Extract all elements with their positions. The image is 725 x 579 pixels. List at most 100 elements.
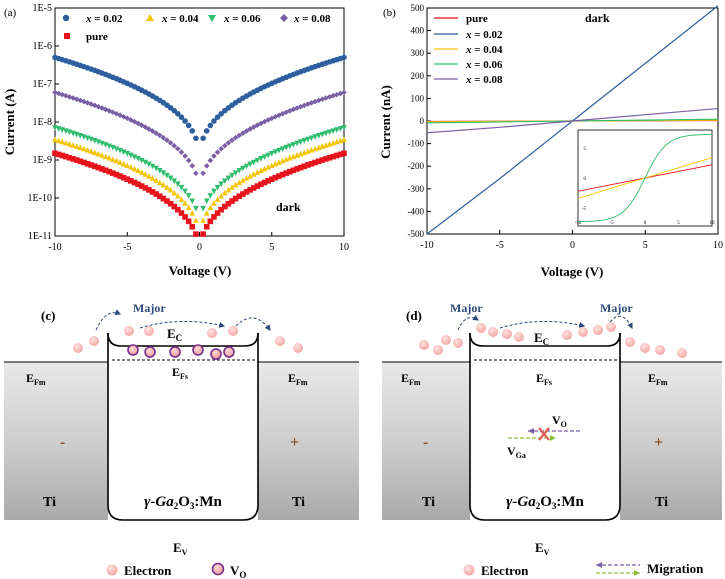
electron [144,326,154,336]
panel-a-x-label: Voltage (V) [169,263,232,278]
data-point [153,191,159,197]
data-point [153,130,159,136]
legend-electron-label: Electron [481,563,529,578]
data-point [120,174,127,181]
data-point [149,163,156,170]
data-point [229,184,235,190]
electrons-group [419,322,687,358]
vo-vacancy [223,346,235,358]
data-point [330,128,336,134]
data-point [55,137,62,144]
electron [228,326,238,336]
data-point [135,181,141,188]
data-point [225,175,232,182]
panel-b-label: (b) [383,7,396,19]
panel-a-x-axis: -10 -5 0 5 10 [48,232,349,253]
data-point [99,166,105,172]
legend-entry-0.08: x = 0.08 [465,74,503,86]
data-point [138,183,145,189]
data-point [200,205,206,212]
data-point [153,165,159,172]
data-point [77,158,84,165]
data-point [341,89,347,96]
data-point [110,144,116,151]
data-point [214,149,221,155]
data-point [142,185,149,191]
x-tick-label: 0 [570,240,575,251]
data-point [182,214,188,220]
data-point [113,171,120,178]
data-point [200,170,206,177]
x-tick-label: -5 [123,242,131,253]
data-point [268,151,275,157]
x-tick-label: 10 [713,240,723,251]
data-point [279,157,286,164]
x-tick-label: -10 [48,242,61,253]
data-point [250,171,257,177]
data-point [319,157,326,163]
data-point [200,231,206,237]
panel-a-dark-annotation: dark [276,200,301,214]
data-point [247,173,253,179]
legend-vo-icon [211,562,225,576]
legend-entry-pure: pure [86,31,108,43]
data-point [178,210,185,216]
data-point [207,218,214,225]
vo-vacancy [210,348,222,360]
data-point [193,231,199,237]
data-point [185,122,192,129]
data-point [160,181,167,188]
data-point [229,172,235,179]
x-tick-label: 10 [339,242,349,253]
legend-arrowhead-right-icon [634,570,640,576]
data-point [218,206,224,213]
data-point [240,130,246,136]
data-point [138,157,145,164]
data-point [279,146,286,152]
panel-b-x-axis: -10 -5 0 5 10 [420,230,723,251]
data-point [106,168,112,175]
data-point [268,176,275,183]
data-point [167,175,174,182]
inset-series-line [577,133,713,223]
data-point [178,184,185,191]
data-point [164,137,170,143]
inset-x-tick-label: -10 [575,221,582,226]
y-tick-label: -400 [408,206,425,216]
data-point [171,203,178,210]
data-point [175,206,181,213]
series-line [426,107,719,134]
y-tick-label: 1E-11 [28,231,52,242]
panel-c: (c) Major EC EFs EFm EFm - + Ti Ti γ-Ga2… [4,301,359,579]
data-point [283,144,289,151]
data-point [341,125,347,131]
data-point [297,139,304,145]
data-point [81,159,87,166]
data-point [175,110,181,117]
blocked-x-icon [538,427,550,441]
data-point [214,196,221,202]
data-point [232,195,239,202]
data-point [254,169,261,175]
data-point [185,157,192,164]
data-point [207,122,214,129]
data-point [178,149,185,155]
y-tick-label: -200 [408,161,425,171]
panel-d: (d) Major Major EC EFs EFm EFm - + VO VG… [382,301,722,578]
data-point [164,172,170,179]
legend-entry-0.04: x = 0.04 [465,44,503,56]
y-tick-label: 1E-9 [33,155,52,166]
conduction-band-edge [107,332,259,347]
data-point [211,153,217,159]
data-point [175,192,181,199]
data-point [254,157,261,164]
data-point [305,162,311,168]
data-point [160,195,167,202]
data-point [250,159,257,166]
data-point [225,186,232,193]
data-point [236,168,243,174]
arrow-left-icon [95,309,122,331]
inset-x-tick-label: -5 [609,221,614,226]
data-point [95,150,102,157]
